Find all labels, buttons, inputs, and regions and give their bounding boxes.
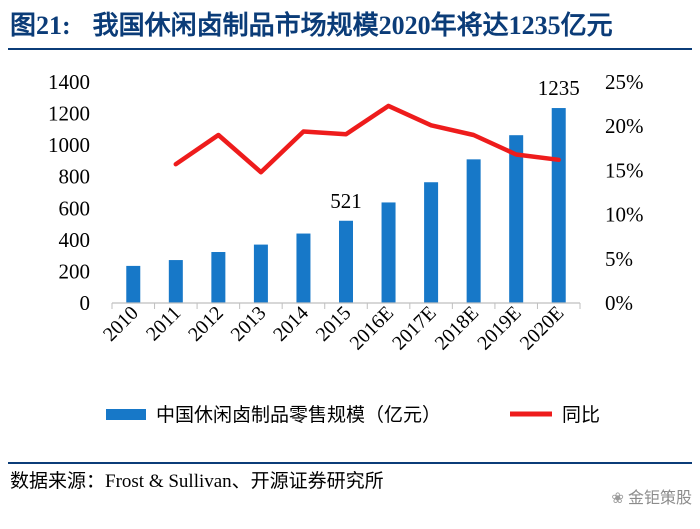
figure-title: 图21: 我国休闲卤制品市场规模2020年将达1235亿元 [10, 6, 690, 46]
bar [168, 260, 183, 303]
y-left-tick-label: 0 [80, 291, 91, 315]
chat-bubble-icon: ❀ [611, 489, 624, 507]
data-label: 521 [330, 189, 362, 213]
y-left-tick-label: 1400 [48, 70, 90, 94]
yoy-line [173, 103, 561, 175]
legend-bar-label: 中国休闲卤制品零售规模（亿元） [156, 404, 441, 426]
y-left-tick-label: 1000 [48, 133, 90, 157]
bar [126, 265, 141, 303]
bar [509, 135, 524, 303]
x-tick-label: 2013 [227, 302, 271, 346]
figure-label: 图21: [10, 11, 71, 40]
title-rule [8, 48, 692, 50]
bar [551, 108, 566, 304]
y-right-tick-label: 25% [605, 70, 644, 94]
x-tick-label: 2016E [346, 302, 398, 354]
x-tick-label: 2014 [269, 302, 313, 346]
y-left-tick-label: 1200 [48, 102, 90, 126]
bar [381, 202, 396, 303]
x-tick-label: 2019E [473, 302, 525, 354]
watermark-text: 金钜策股 [627, 488, 692, 507]
legend-bar-swatch [106, 409, 146, 420]
x-tick-label: 2020E [516, 302, 568, 354]
x-tick-label: 2011 [142, 302, 185, 345]
y-right-tick-label: 20% [605, 114, 644, 138]
bar [339, 220, 353, 303]
source-note: 数据来源：Frost & Sullivan、开源证券研究所 [10, 471, 384, 492]
x-tick-label: 2010 [99, 302, 143, 346]
x-tick-label: 2018E [431, 302, 483, 354]
y-left-tick-label: 200 [59, 259, 91, 283]
bar [424, 182, 439, 303]
watermark: ❀ 金钜策股 [611, 484, 692, 508]
data-label: 1235 [538, 76, 580, 100]
y-left-tick-label: 600 [59, 196, 91, 220]
y-right-tick-label: 15% [605, 158, 644, 182]
figure-title-text: 我国休闲卤制品市场规模2020年将达1235亿元 [92, 11, 613, 40]
y-right-tick-label: 5% [605, 247, 633, 271]
chart: 0 200 400 600 800 1000 1200 1400 0% 5% 10% 15% 20% 25… [48, 70, 644, 426]
x-tick-label: 2012 [184, 302, 228, 346]
bar [296, 233, 311, 303]
x-tick-label: 2017E [388, 302, 440, 354]
y-left-tick-label: 400 [59, 228, 91, 252]
y-left-tick-label: 800 [59, 165, 91, 189]
y-right-tick-label: 0% [605, 291, 633, 315]
y-right-tick-label: 10% [605, 203, 644, 227]
source-rule [8, 462, 692, 464]
bar [466, 159, 481, 303]
legend-line-label: 同比 [562, 404, 600, 426]
bar [211, 252, 226, 303]
bar [253, 244, 268, 303]
